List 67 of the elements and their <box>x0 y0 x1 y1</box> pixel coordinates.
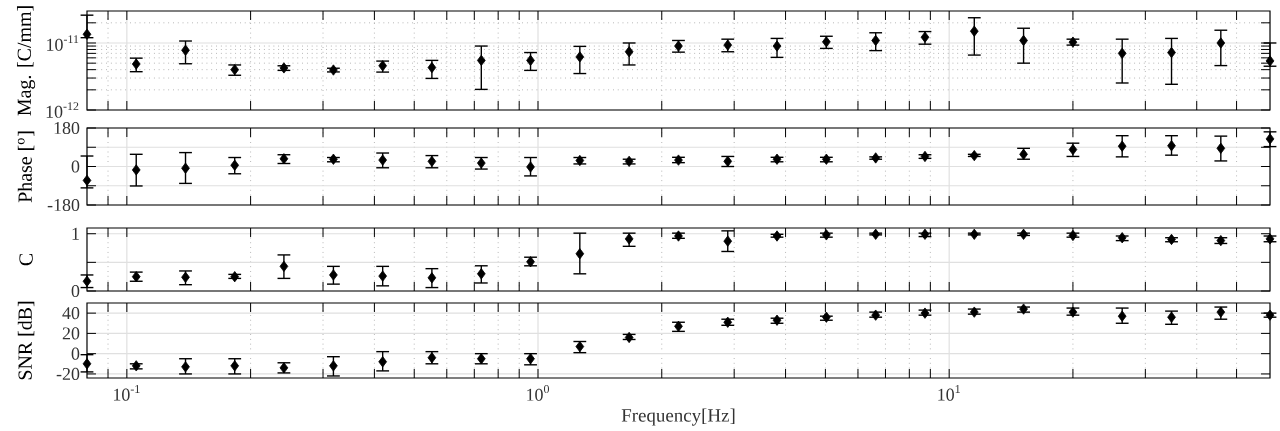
point <box>427 272 437 284</box>
x-tick-label: 10$^{1}$ <box>938 385 960 401</box>
x-axis-title: Frequency[Hz] <box>621 408 735 426</box>
y-axis-title: Mag. [C/mm] <box>16 6 36 116</box>
point <box>1216 37 1226 49</box>
point <box>526 54 535 66</box>
x-tick-label: 10$^{-1}$ <box>113 385 140 401</box>
point <box>181 44 190 56</box>
y-tick-label: 0 <box>71 284 80 298</box>
point <box>329 269 338 281</box>
point <box>1117 140 1127 152</box>
point <box>575 248 585 260</box>
point <box>723 235 733 247</box>
point <box>329 360 338 372</box>
y-tick-label: 0 <box>71 160 80 173</box>
point <box>131 164 141 176</box>
point <box>82 28 92 40</box>
y-tick-label: 10$^{-11}$ <box>47 35 79 51</box>
y-tick-label: 0 <box>71 347 80 360</box>
y-tick-label: 1 <box>72 227 79 240</box>
point <box>1019 228 1028 240</box>
point <box>871 228 880 240</box>
y-tick-label: -180 <box>47 198 80 212</box>
point <box>1117 47 1127 59</box>
point <box>723 316 733 328</box>
point <box>82 174 92 186</box>
point <box>1068 306 1078 318</box>
point <box>772 40 782 52</box>
point <box>624 46 634 58</box>
y-axis-title: C <box>19 253 33 266</box>
point <box>969 306 979 318</box>
point <box>427 61 437 74</box>
point <box>477 54 486 66</box>
point <box>772 230 782 242</box>
point <box>920 228 930 240</box>
point <box>969 149 979 162</box>
point <box>1167 140 1176 152</box>
y-axis-title: SNR [dB] <box>17 301 35 380</box>
point <box>131 360 141 372</box>
point <box>378 270 387 282</box>
point <box>1117 232 1127 244</box>
x-tick-label: 10$^{0}$ <box>527 385 550 401</box>
point <box>1216 142 1226 154</box>
point <box>969 228 979 240</box>
point <box>1068 229 1078 242</box>
point <box>1265 233 1275 245</box>
point <box>477 268 486 280</box>
y-tick-label: 40 <box>62 307 80 320</box>
point <box>969 25 979 37</box>
point <box>230 159 240 171</box>
y-tick-label: 180 <box>54 121 80 135</box>
point <box>230 271 240 283</box>
point <box>1265 55 1275 67</box>
y-tick-label: 20 <box>62 327 80 340</box>
point <box>822 311 831 323</box>
point <box>279 260 289 272</box>
point <box>279 62 289 74</box>
y-tick-label: -20 <box>56 367 80 380</box>
point <box>378 356 387 368</box>
point <box>82 358 92 370</box>
point <box>920 150 930 163</box>
y-axis-title: Phase [$^{o}$] <box>17 131 35 203</box>
point <box>871 152 880 164</box>
point <box>575 51 585 63</box>
point <box>181 162 190 174</box>
y-tick-label: 10$^{-12}$ <box>46 102 79 118</box>
point <box>526 161 535 173</box>
